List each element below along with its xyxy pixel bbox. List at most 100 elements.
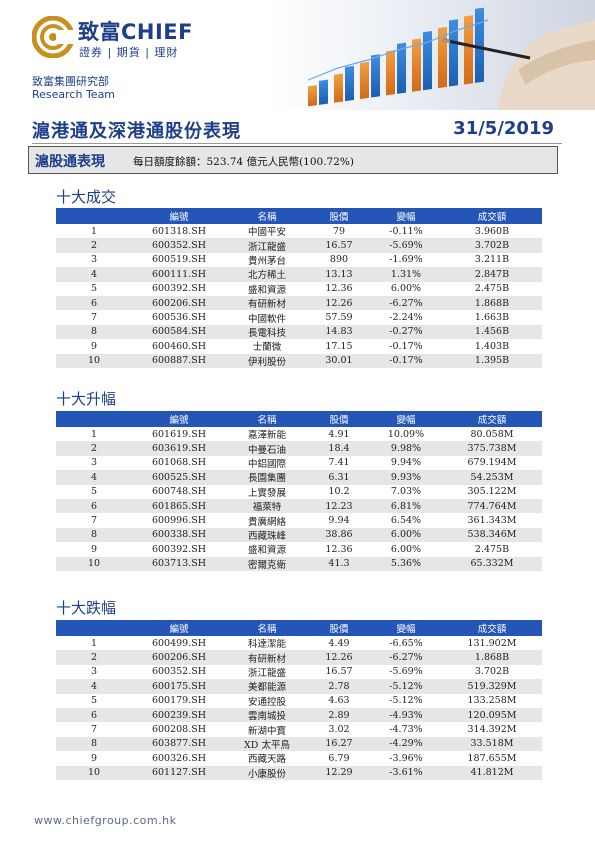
chief-logo-icon xyxy=(32,16,74,58)
turnover-cell: 131.902M xyxy=(467,637,517,649)
change-cell: 6.00% xyxy=(370,527,442,543)
name-cell: 浙江龍盛 xyxy=(226,238,308,253)
price-cell: 3.02 xyxy=(328,724,350,736)
change-cell: -4.93% xyxy=(370,707,442,723)
name-cell: 科達潔能 xyxy=(247,639,286,651)
rank-cell: 9 xyxy=(90,340,98,352)
change-cell: -6.65% xyxy=(389,637,423,649)
column-header-change: 變幅 xyxy=(370,411,442,427)
rank-cell: 6 xyxy=(56,295,132,311)
turnover-cell: 1.403B xyxy=(474,340,510,352)
table-row: 8 600338.SH 西藏珠峰 38.86 6.00% 538.346M xyxy=(56,527,542,543)
price-cell: 12.23 xyxy=(308,498,370,514)
table-header-row: 編號 名稱 股價 變幅 成交額 xyxy=(56,411,542,427)
table-row: 2 603619.SH 中曼石油 18.4 9.98% 375.738M xyxy=(56,441,542,456)
rank-cell: 9 xyxy=(90,752,98,764)
change-cell: -5.69% xyxy=(389,666,423,678)
turnover-cell: 54.253M xyxy=(442,470,542,485)
column-header-price: 股價 xyxy=(308,411,370,427)
header-chart-photo xyxy=(268,0,595,110)
table-row: 9 600460.SH 士蘭微 17.15 -0.17% 1.403B xyxy=(56,339,542,354)
code-cell: 600239.SH xyxy=(132,707,226,723)
code-cell: 600392.SH xyxy=(151,283,207,295)
name-cell: XD 太平鳥 xyxy=(226,736,308,752)
change-cell: -5.69% xyxy=(370,238,442,253)
price-cell: 18.4 xyxy=(308,441,370,456)
code-cell: 600111.SH xyxy=(132,267,226,282)
column-header-code: 編號 xyxy=(132,411,226,427)
table-row: 9 600392.SH 盛和資源 12.36 6.00% 2.475B xyxy=(56,542,542,557)
change-cell: 6.00% xyxy=(390,283,422,295)
table-row: 5 600392.SH 盛和資源 12.36 6.00% 2.475B xyxy=(56,282,542,296)
section-title-top-turnover: 十大成交 xyxy=(56,188,117,206)
price-cell: 14.83 xyxy=(308,324,370,340)
rank-cell: 4 xyxy=(56,470,132,485)
code-cell: 600996.SH xyxy=(151,515,207,527)
table-row: 8 600584.SH 長電科技 14.83 -0.27% 1.456B xyxy=(56,324,542,340)
rank-cell: 2 xyxy=(56,441,132,456)
table-row: 5 600748.SH 上實發展 10.2 7.03% 305.122M xyxy=(56,485,542,499)
turnover-cell: 1.868B xyxy=(442,295,542,311)
change-cell: 9.98% xyxy=(370,441,442,456)
column-header-turnover: 成交額 xyxy=(442,208,542,224)
name-cell: 中國軟件 xyxy=(247,313,286,325)
code-cell: 600536.SH xyxy=(151,312,207,324)
turnover-cell: 133.258M xyxy=(467,695,517,707)
table-top-losers: 編號 名稱 股價 變幅 成交額 1 600499.SH 科達潔能 4.49 -6.65%… xyxy=(56,620,542,780)
column-header-rank xyxy=(56,620,132,636)
price-cell: 4.91 xyxy=(328,428,350,440)
code-cell: 600748.SH xyxy=(151,486,207,498)
rank-cell: 2 xyxy=(56,238,132,253)
turnover-cell: 41.812M xyxy=(442,765,542,780)
column-header-price: 股價 xyxy=(308,620,370,636)
turnover-cell: 3.960B xyxy=(474,225,510,237)
price-cell: 12.26 xyxy=(308,295,370,311)
table-row: 10 600887.SH 伊利股份 30.01 -0.17% 1.395B xyxy=(56,353,542,368)
rank-cell: 3 xyxy=(90,254,98,266)
name-cell: 福萊特 xyxy=(226,498,308,514)
name-cell: 北方稀土 xyxy=(226,267,308,282)
price-cell: 12.36 xyxy=(325,283,353,295)
name-cell: 西藏珠峰 xyxy=(226,527,308,543)
quota-balance: 每日額度餘額：523.74 億元人民幣(100.72%) xyxy=(133,156,354,168)
code-cell: 603619.SH xyxy=(132,441,226,456)
change-cell: -2.24% xyxy=(389,312,423,324)
code-cell: 600208.SH xyxy=(151,724,207,736)
rank-cell: 8 xyxy=(56,736,132,752)
turnover-cell: 2.475B xyxy=(474,543,510,555)
price-cell: 6.31 xyxy=(308,470,370,485)
rank-cell: 4 xyxy=(56,267,132,282)
report-title-bar: 滬港通及深港通股份表現 31/5/2019 xyxy=(32,117,562,144)
rank-cell: 5 xyxy=(90,486,98,498)
code-cell: 601127.SH xyxy=(132,765,226,780)
table-row: 1 601318.SH 中國平安 79 -0.11% 3.960B xyxy=(56,224,542,239)
change-cell: -0.27% xyxy=(370,324,442,340)
table-header-row: 編號 名稱 股價 變幅 成交額 xyxy=(56,620,542,636)
footer-url[interactable]: www.chiefgroup.com.hk xyxy=(34,814,177,827)
code-cell: 600584.SH xyxy=(132,324,226,340)
rank-cell: 2 xyxy=(56,650,132,665)
turnover-cell: 1.663B xyxy=(474,312,510,324)
price-cell: 12.36 xyxy=(325,543,353,555)
price-cell: 2.78 xyxy=(308,679,370,694)
price-cell: 4.63 xyxy=(328,695,350,707)
price-cell: 79 xyxy=(332,225,346,237)
table-row: 4 600111.SH 北方稀土 13.13 1.31% 2.847B xyxy=(56,267,542,282)
table-row: 10 603713.SH 密爾克衛 41.3 5.36% 65.332M xyxy=(56,556,542,571)
section-title-top-gainers: 十大升幅 xyxy=(56,390,117,408)
change-cell: -3.96% xyxy=(389,752,423,764)
table-header-row: 編號 名稱 股價 變幅 成交額 xyxy=(56,208,542,224)
code-cell: 600326.SH xyxy=(151,752,207,764)
department-name-en: Research Team xyxy=(32,88,116,101)
rank-cell: 7 xyxy=(90,312,98,324)
change-cell: -0.17% xyxy=(389,340,423,352)
change-cell: 9.94% xyxy=(390,457,422,469)
name-cell: 長園集團 xyxy=(226,470,308,485)
price-cell: 16.57 xyxy=(308,238,370,253)
report-title: 滬港通及深港通股份表現 xyxy=(32,121,241,142)
turnover-cell: 314.392M xyxy=(467,724,517,736)
column-header-change: 變幅 xyxy=(370,208,442,224)
turnover-cell: 679.194M xyxy=(467,457,517,469)
table-row: 6 601865.SH 福萊特 12.23 6.81% 774.764M xyxy=(56,498,542,514)
change-cell: -5.12% xyxy=(370,679,442,694)
